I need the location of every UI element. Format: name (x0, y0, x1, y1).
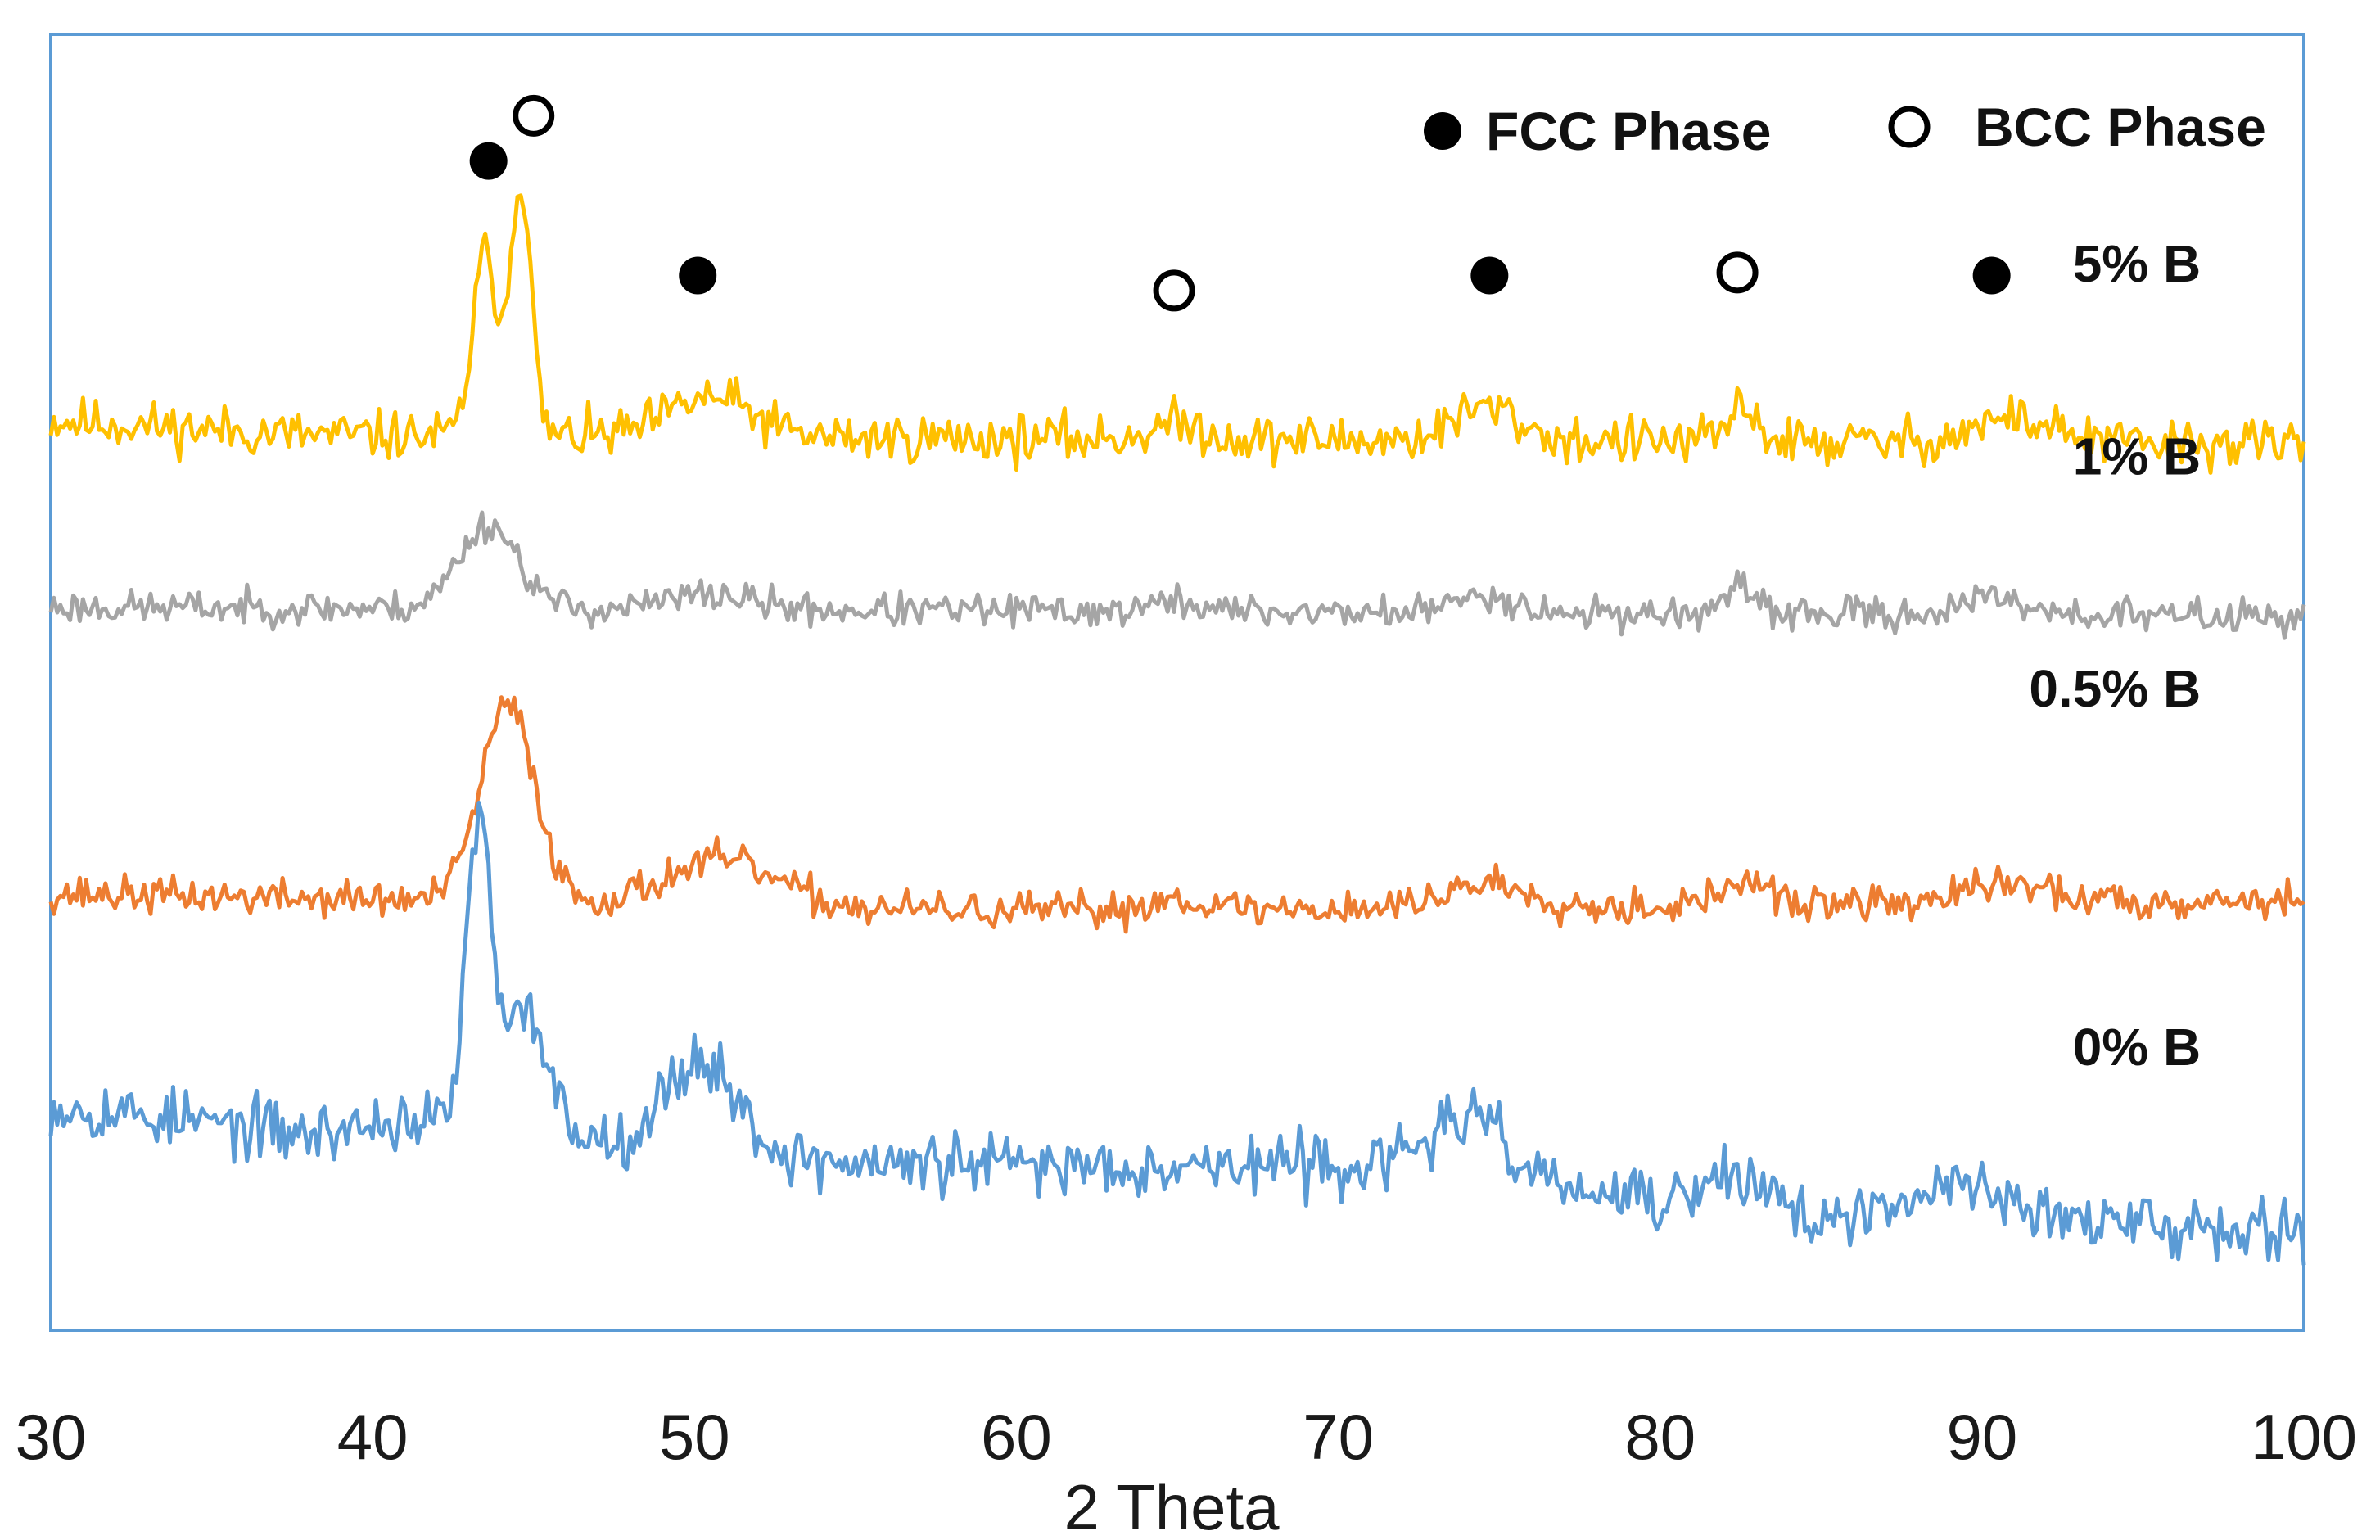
bcc-phase-marker (1153, 269, 1195, 312)
fcc-phase-marker (1972, 256, 2011, 295)
series-label-0: 5% B (2073, 234, 2202, 293)
bcc-phase-marker (513, 94, 555, 137)
series-label-2: 0.5% B (2029, 659, 2201, 718)
x-tick-label: 50 (659, 1401, 730, 1473)
series-line-0 (48, 193, 2306, 475)
x-tick-label: 70 (1303, 1401, 1374, 1473)
x-tick-label: 30 (16, 1401, 87, 1473)
bcc-phase-marker (1716, 251, 1759, 294)
x-tick-label: 80 (1624, 1401, 1696, 1473)
x-axis-ticks: 30 40 50 60 70 80 90 100 (16, 1401, 2357, 1473)
phase-markers (469, 94, 2011, 312)
x-tick-label: 60 (981, 1401, 1052, 1473)
series-line-2 (48, 695, 2305, 934)
fcc-phase-marker (1470, 256, 1509, 295)
x-tick-label: 90 (1946, 1401, 2017, 1473)
traces (48, 193, 2306, 1266)
legend: FCC Phase BCC Phase (1424, 97, 2266, 161)
series-label-3: 0% B (2073, 1018, 2202, 1077)
fcc-phase-marker (679, 256, 717, 295)
legend-label: BCC Phase (1975, 97, 2266, 157)
series-label-1: 1% B (2073, 427, 2202, 485)
fcc-phase-marker (469, 142, 508, 180)
series-labels: 5% B 1% B 0.5% B 0% B (2029, 234, 2201, 1077)
x-tick-label: 40 (337, 1401, 409, 1473)
series-line-3 (48, 801, 2306, 1266)
bcc-legend-icon (1888, 106, 1931, 148)
series-line-1 (48, 510, 2306, 640)
legend-label: FCC Phase (1486, 101, 1771, 161)
x-axis-title: 2 Theta (1064, 1471, 1280, 1540)
plot-area-frame (49, 33, 2305, 1332)
x-tick-label: 100 (2251, 1401, 2357, 1473)
fcc-legend-icon (1424, 112, 1461, 150)
